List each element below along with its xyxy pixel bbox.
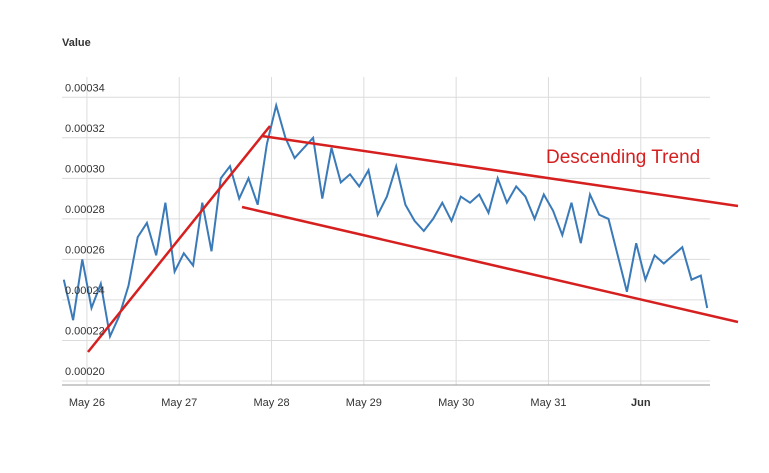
x-tick-label: May 28 [253,397,289,409]
trend-line [87,125,271,353]
y-tick-label: 0.00026 [65,244,105,256]
x-tick-label: May 27 [161,397,197,409]
plot [62,101,709,340]
y-tick-label: 0.00024 [65,285,105,297]
y-tick-label: 0.00028 [65,204,105,216]
y-axis-title: Value [62,37,91,49]
y-tick-label: 0.00030 [65,163,105,175]
grid [62,77,710,385]
y-tick-label: 0.00020 [65,366,105,378]
x-tick-label: May 26 [69,397,105,409]
x-tick-label: May 29 [346,397,382,409]
trend-line [261,134,739,208]
y-tick-label: 0.00022 [65,325,105,337]
trend-line [241,205,739,324]
y-tick-label: 0.00034 [65,82,105,94]
price-line [62,101,709,340]
x-tick-label: Jun [631,397,651,409]
annotation: Descending Trend [546,147,700,168]
x-tick-label: May 31 [530,397,566,409]
y-tick-label: 0.00032 [65,123,105,135]
x-tick-label: May 30 [438,397,474,409]
